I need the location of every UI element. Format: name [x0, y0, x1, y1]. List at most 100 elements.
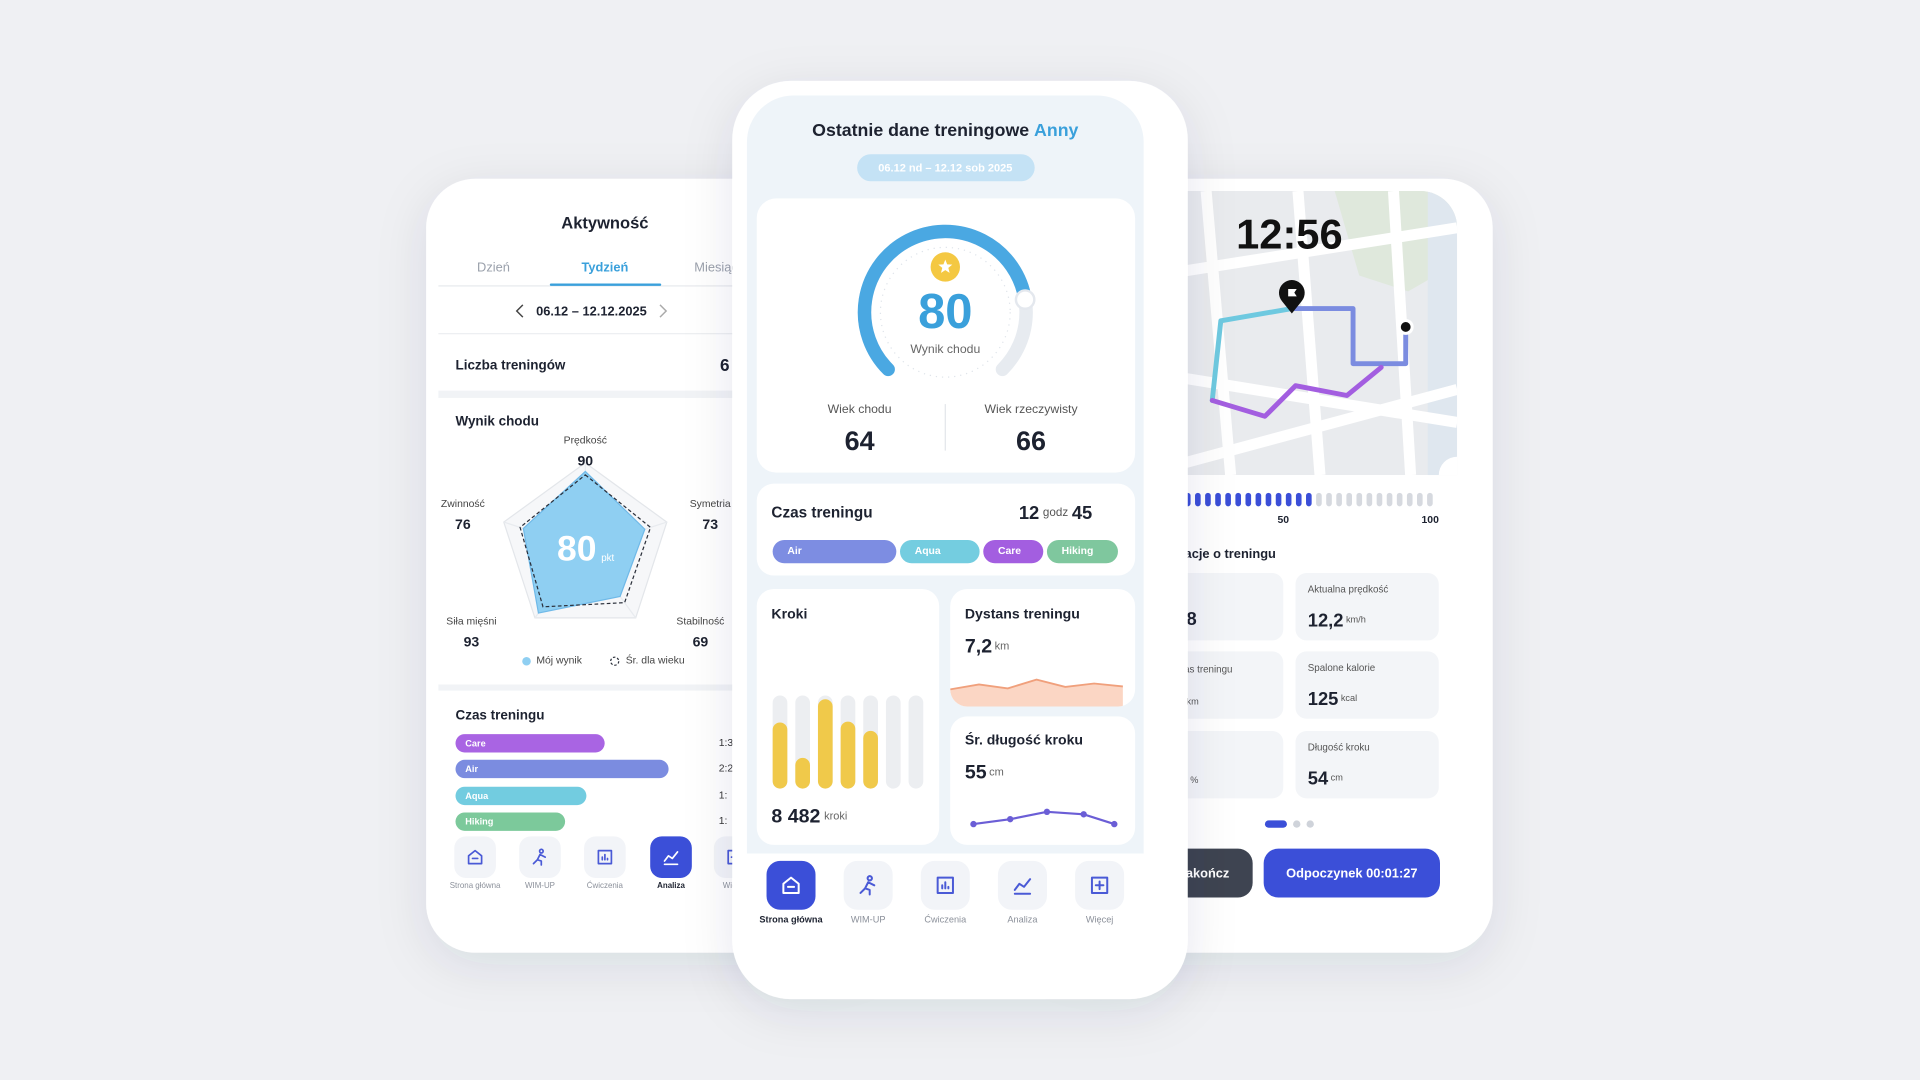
steps-track	[885, 695, 901, 789]
radar-axis-value: 76	[455, 516, 471, 532]
nav-label[interactable]: Więcej	[1086, 915, 1114, 925]
card-title: Kroki	[771, 605, 807, 621]
nav-icon-shape	[1090, 876, 1109, 894]
nav-icon	[1090, 876, 1109, 894]
tab[interactable]: Tydzień	[581, 259, 628, 274]
nav-icon	[782, 876, 800, 894]
time-bar-label: Aqua	[465, 791, 489, 801]
progress-dot-done	[1235, 492, 1242, 507]
progress-dot	[1386, 492, 1393, 507]
step-length-point	[1080, 811, 1087, 818]
nav-button[interactable]	[454, 836, 496, 878]
progress-dot	[1406, 492, 1413, 507]
score-card	[756, 198, 1136, 473]
progress-dot-done	[1225, 492, 1231, 507]
time-bar	[455, 759, 669, 779]
finish-button-label[interactable]: Zakończ	[1178, 866, 1229, 881]
time-value: 1:3	[719, 738, 734, 749]
time-bar	[455, 786, 587, 806]
progress-dot	[1316, 492, 1322, 507]
card-title: Czas treningu	[771, 505, 872, 522]
nav-icon	[663, 851, 679, 866]
step-length-point	[1043, 808, 1051, 816]
nav-label[interactable]: WIM-UP	[525, 881, 555, 890]
time-bar	[455, 734, 605, 753]
progress-dot-done	[1285, 492, 1292, 507]
nav-label[interactable]: Analiza	[1007, 915, 1038, 925]
stat-value-part: 54	[1308, 767, 1329, 788]
training-time-part: godz	[1043, 505, 1068, 518]
activity-pill	[900, 540, 980, 564]
time-value: 2:2	[719, 763, 734, 774]
start-flag	[1288, 288, 1297, 304]
radar-age-average	[519, 474, 652, 608]
screen-title: Ostatnie dane treningowe Anny	[812, 120, 1078, 140]
distance-chart	[950, 678, 1123, 707]
section-title: Wynik chodu	[456, 414, 539, 429]
stat-label: Spalone kalorie	[1308, 663, 1375, 674]
gauge-knob	[1014, 289, 1036, 311]
nav-label[interactable]: Analiza	[657, 881, 685, 890]
legend-label: Mój wynik	[536, 656, 582, 667]
training-time-part: 45	[1072, 501, 1092, 522]
radar-score-unit: pkt	[601, 553, 614, 564]
progress-dot	[1336, 492, 1342, 507]
date-pill	[857, 154, 1035, 182]
progress-dot	[1356, 492, 1363, 507]
nav-label[interactable]: Strona główna	[450, 881, 501, 890]
radar-axis-value: 90	[577, 452, 593, 468]
nav-button[interactable]	[766, 860, 816, 910]
rest-button[interactable]	[1263, 848, 1440, 898]
stat-label: Długość kroku	[1308, 743, 1370, 754]
date-range: 06.12 nd – 12.12 sob 2025	[878, 162, 1012, 174]
stat-card	[1295, 573, 1439, 641]
gauge-label: Wynik chodu	[910, 342, 980, 356]
nav-label[interactable]: WIM-UP	[851, 915, 886, 925]
distance-value: 7,2 km	[965, 636, 1009, 658]
radar-axis-label: Symetria	[690, 499, 731, 510]
rest-button-label[interactable]: Odpoczynek 00:01:27	[1286, 866, 1417, 881]
progress-dot-done	[1255, 492, 1262, 507]
steps-track	[908, 695, 924, 789]
route	[1289, 306, 1409, 367]
gauge-inner-ring	[879, 246, 1011, 378]
radar-axis-label: Zwinność	[441, 499, 485, 510]
tab[interactable]: Dzień	[477, 259, 510, 274]
time-bar-label: Air	[465, 764, 478, 774]
nav-button[interactable]	[843, 860, 893, 910]
prev-arrow[interactable]	[515, 304, 524, 318]
screen-title-part: Anny	[1034, 120, 1079, 140]
step-length-card	[950, 716, 1136, 845]
start-pin	[1278, 280, 1305, 314]
step-length-point	[1007, 816, 1014, 823]
progress-dot-done	[1306, 492, 1312, 507]
activity-pill	[772, 540, 897, 564]
section-band	[438, 684, 745, 691]
card-title: Śr. długość kroku	[965, 731, 1083, 748]
progress-dot-done	[1215, 492, 1221, 507]
stat-value: 54 cm	[1308, 767, 1343, 788]
radar-axis-label: Stabilność	[676, 617, 724, 628]
tab[interactable]: Miesiąc	[694, 259, 738, 274]
pager-dot	[1306, 820, 1314, 828]
clock: 12:56	[1236, 210, 1342, 257]
nav-label[interactable]: Strona główna	[759, 915, 823, 925]
progress-dot	[1346, 492, 1353, 507]
card-title: Dystans treningu	[965, 605, 1080, 621]
next-arrow[interactable]	[659, 304, 668, 318]
progress-tick: 100	[1422, 515, 1440, 526]
stat-unit: %	[1190, 775, 1198, 785]
nav-label[interactable]: Ćwiczenia	[924, 915, 967, 925]
activity-label: Hiking	[1062, 546, 1094, 557]
nav-label[interactable]: Ćwiczenia	[587, 881, 624, 890]
nav-icon-shape	[1013, 878, 1032, 895]
section-title: Czas treningu	[456, 708, 545, 723]
nav-icon	[597, 849, 613, 865]
steps-total-part: 8 482	[771, 806, 820, 828]
legend-label: Śr. dla wieku	[626, 654, 685, 667]
training-time-part: 12	[1019, 501, 1039, 522]
nav-button[interactable]	[519, 836, 561, 878]
stat-label: Aktualna prędkość	[1308, 585, 1389, 596]
